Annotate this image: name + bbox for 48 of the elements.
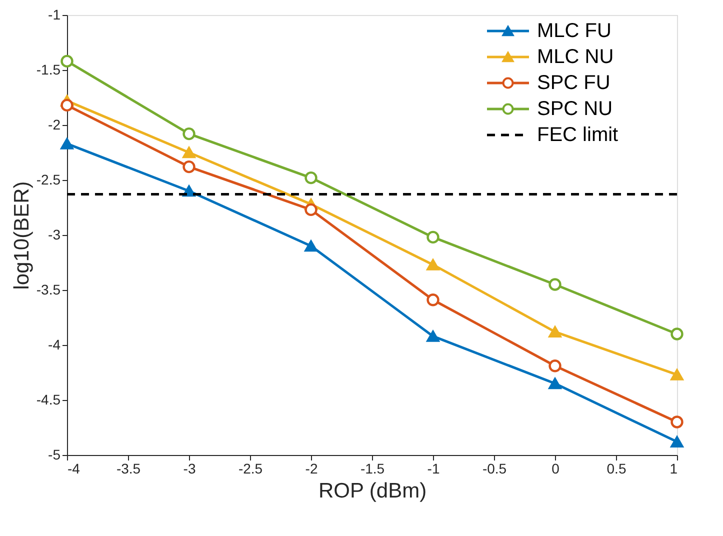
- point: [304, 171, 318, 184]
- y-tick-label: -1: [48, 6, 61, 22]
- x-tick-label: -3: [183, 460, 196, 476]
- x-axis-title: ROP (dBm): [318, 480, 427, 502]
- x-tick-label: 0.5: [606, 460, 626, 476]
- x-tick-label: -1: [427, 460, 440, 476]
- point: [304, 203, 318, 216]
- legend-label: FEC limit: [537, 124, 619, 146]
- point: [182, 160, 196, 174]
- point: [548, 326, 562, 338]
- y-tick-label: -4: [48, 336, 61, 352]
- x-tick-label: 1: [670, 460, 678, 476]
- x-tick-label: -4: [68, 460, 80, 476]
- point: [426, 330, 440, 342]
- y-tick-label: -5: [48, 446, 61, 462]
- x-tick-label: -3.5: [116, 460, 141, 476]
- point: [426, 259, 440, 270]
- point: [670, 369, 684, 380]
- y-tick-label: -3.5: [36, 282, 61, 298]
- point: [548, 360, 562, 372]
- point: [670, 436, 684, 448]
- x-tick-label: -2: [305, 460, 318, 476]
- point: [670, 416, 684, 428]
- y-tick-label: -4.5: [36, 392, 61, 408]
- x-tick-label: 0: [552, 460, 560, 476]
- legend-label: SPC NU: [537, 98, 613, 120]
- point: [426, 294, 440, 306]
- y-tick-label: -3: [48, 226, 61, 242]
- x-tick-label: -2.5: [238, 460, 263, 476]
- point: [670, 328, 684, 340]
- point: [548, 378, 562, 390]
- point: [426, 230, 440, 244]
- y-tick-label: -2: [48, 116, 61, 132]
- x-tick-label: -0.5: [482, 460, 507, 476]
- point: [182, 146, 196, 158]
- y-tick-label: -2.5: [36, 172, 61, 188]
- point: [60, 138, 74, 150]
- legend-label: MLC NU: [537, 46, 614, 68]
- point: [60, 54, 74, 68]
- legend-label: MLC FU: [537, 20, 612, 42]
- y-axis-title: log10(BER): [10, 181, 34, 290]
- y-tick-label: -1.5: [36, 62, 61, 78]
- point: [548, 278, 562, 291]
- point: [304, 240, 318, 252]
- point: [182, 127, 196, 140]
- point: [60, 98, 74, 112]
- legend-label: SPC FU: [537, 72, 610, 94]
- x-tick-label: -1.5: [360, 460, 385, 476]
